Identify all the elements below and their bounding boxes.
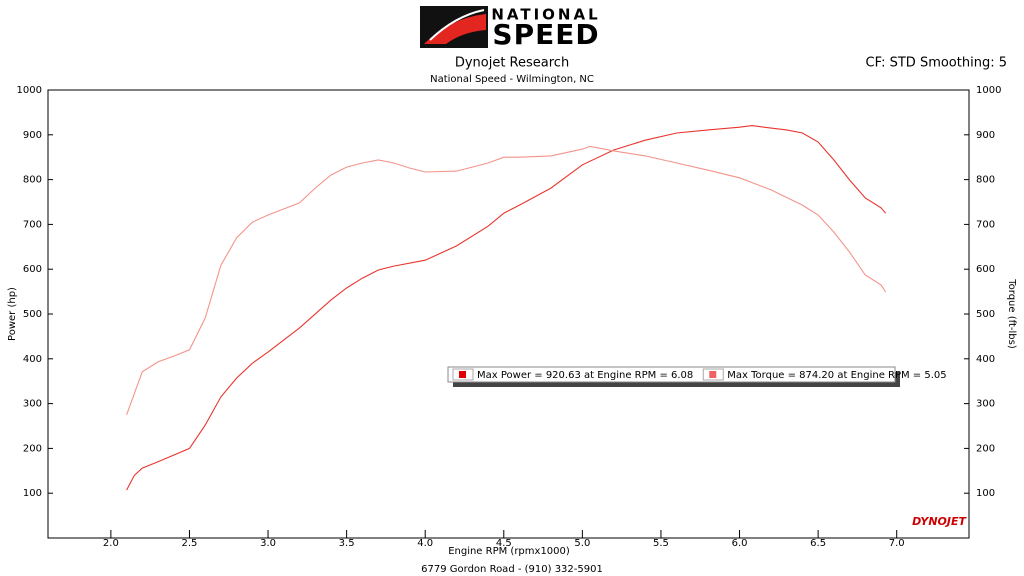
y2-tick-label: 900 [976,130,995,141]
y2-tick-label: 100 [976,488,995,499]
x-tick-label: 3.0 [260,538,276,549]
y2-axis-label: Torque (ft-lbs) [1006,278,1017,349]
x-tick-label: 4.0 [417,538,433,549]
legend-box [447,366,896,383]
x-tick-label: 4.5 [496,538,512,549]
y2-tick-label: 500 [976,309,995,320]
logo-bottom: SPEED [492,18,599,51]
logo-stripe [429,9,485,41]
y-tick-label: 300 [23,399,42,410]
y-tick-label: 100 [23,488,42,499]
y2-tick-label: 300 [976,399,995,410]
y-axis-label: Power (hp) [7,287,18,341]
x-tick-label: 7.0 [889,538,905,549]
y2-tick-label: 200 [976,443,995,454]
watermark: DYNOJET [912,515,967,528]
y-tick-label: 500 [23,309,42,320]
legend-swatch [459,371,466,378]
legend: Max Power = 920.63 at Engine RPM = 6.08 M… [447,366,947,387]
y-tick-label: 700 [23,219,42,230]
legend-label: Max Torque = 874.20 at Engine RPM = 5.05 [727,370,946,381]
x-tick-label: 2.5 [181,538,197,549]
y-tick-label: 400 [23,354,42,365]
x-tick-label: 6.0 [732,538,748,549]
footer: 6779 Gordon Road - (910) 332-5901 [421,564,603,575]
logo-swoosh [424,14,486,44]
series-line [126,125,887,491]
x-tick-label: 6.5 [810,538,826,549]
x-tick-label: 3.5 [339,538,355,549]
y2-tick-label: 400 [976,354,995,365]
y-tick-label: 1000 [17,85,42,96]
chart-title: Dynojet Research [455,56,569,71]
y2-tick-label: 600 [976,264,995,275]
legend-label: Max Power = 920.63 at Engine RPM = 6.08 [477,370,693,381]
logo-top: NATIONAL [491,6,600,24]
y-tick-label: 800 [23,175,42,186]
y-tick-label: 600 [23,264,42,275]
y2-tick-label: 1000 [976,85,1001,96]
logo: NATIONAL SPEED [420,6,600,51]
x-axis-label: Engine RPM (rpmx1000) [448,546,570,557]
series-line [126,145,887,415]
y2-tick-label: 800 [976,175,995,186]
x-tick-label: 5.5 [653,538,669,549]
legend-swatch [709,371,717,378]
x-tick-label: 5.0 [574,538,590,549]
x-tick-label: 2.0 [103,538,119,549]
y-tick-label: 900 [23,130,42,141]
chart-subtitle: National Speed - Wilmington, NC [430,74,594,85]
y2-tick-label: 700 [976,219,995,230]
y-tick-label: 200 [23,443,42,454]
settings-label: CF: STD Smoothing: 5 [866,56,1007,71]
